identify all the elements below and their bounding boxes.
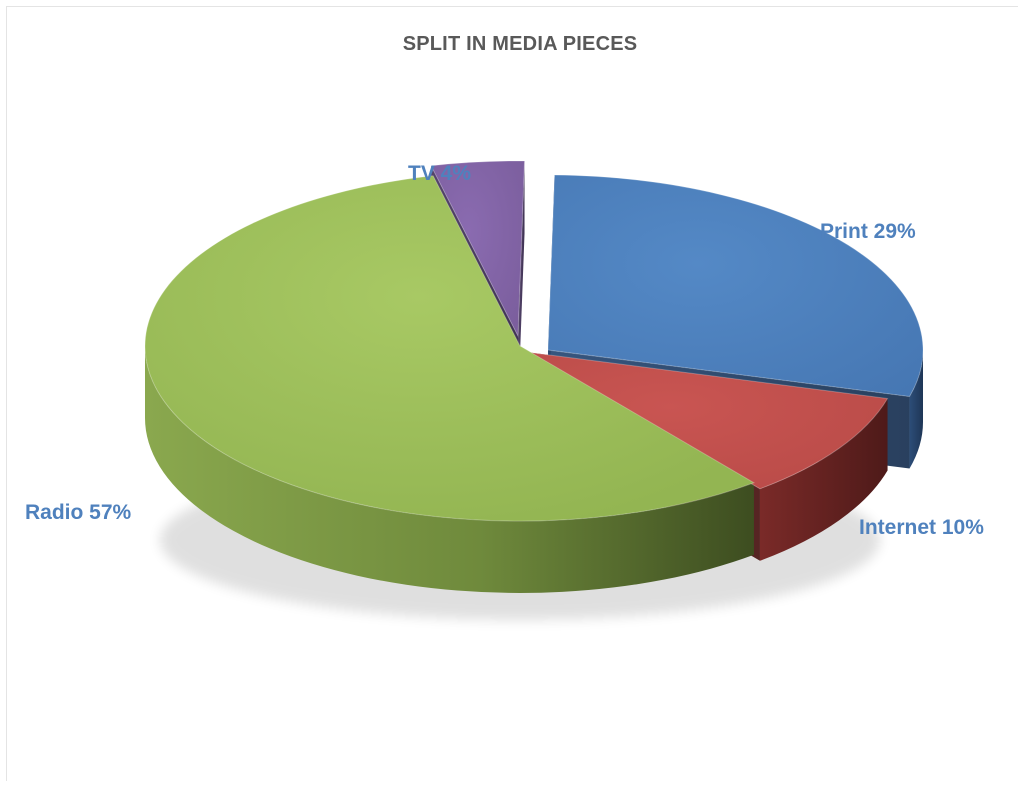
slice-side-print [909, 350, 923, 469]
slice-radio [144, 175, 756, 522]
data-label-print: Print 29% [820, 220, 916, 243]
chart-title: SPLIT IN MEDIA PIECES [402, 33, 638, 55]
slice-print [547, 174, 924, 398]
slice-side-radio [145, 346, 754, 593]
slice-side-internet [759, 398, 888, 561]
data-label-tv: TV 4% [408, 162, 472, 185]
pie-tops [144, 160, 924, 522]
data-label-radio: Radio 57% [25, 501, 132, 524]
slice-tv [430, 160, 526, 338]
data-label-internet: Internet 10% [859, 516, 984, 539]
slice-internet [525, 351, 889, 490]
